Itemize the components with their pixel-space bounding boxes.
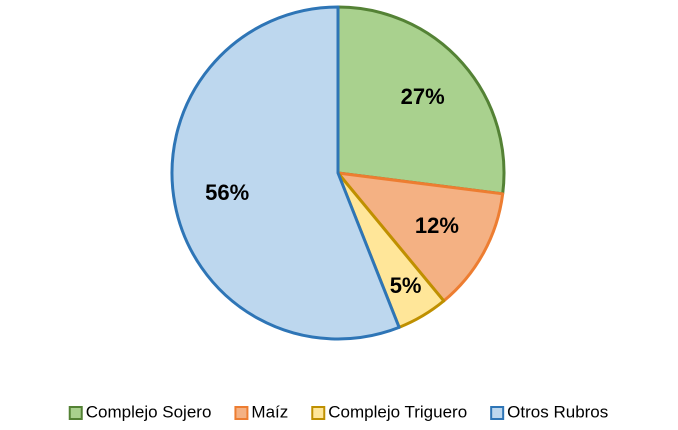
legend-label: Complejo Triguero xyxy=(328,402,467,421)
pie-slice xyxy=(170,5,401,341)
pie-slice xyxy=(336,5,506,196)
data-label: 5% xyxy=(390,273,422,298)
pie-slice xyxy=(336,171,505,303)
legend-label: Otros Rubros xyxy=(507,402,608,421)
legend-swatch xyxy=(490,406,505,420)
legend-label: Complejo Sojero xyxy=(86,402,212,421)
data-label: 27% xyxy=(401,84,445,109)
data-label: 56% xyxy=(205,180,249,205)
legend-swatch xyxy=(234,406,249,420)
legend-label: Maíz xyxy=(251,402,288,421)
legend-swatch xyxy=(311,406,326,420)
data-label: 12% xyxy=(415,213,459,238)
legend-swatch xyxy=(68,406,83,420)
